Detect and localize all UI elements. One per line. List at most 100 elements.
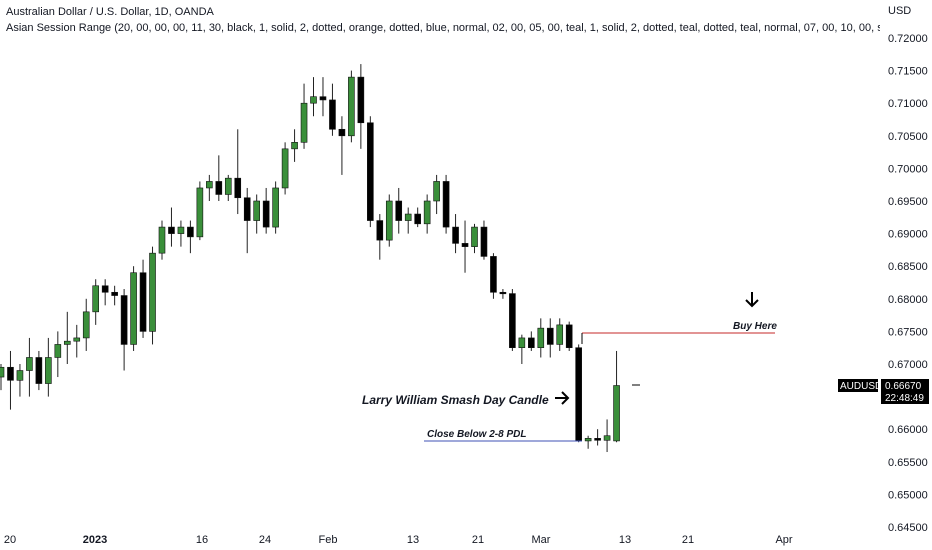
- price-tick-label: 0.65000: [888, 489, 928, 501]
- candle-down[interactable]: [462, 243, 468, 246]
- candle-up[interactable]: [301, 103, 307, 142]
- symbol-badge: AUDUSD: [840, 381, 882, 392]
- price-tick-label: 0.67000: [888, 359, 928, 371]
- candle-down[interactable]: [187, 227, 193, 237]
- candle-down[interactable]: [339, 129, 345, 136]
- down-arrow-icon: [746, 292, 758, 306]
- candle-down[interactable]: [320, 97, 326, 100]
- candle-up[interactable]: [434, 181, 440, 201]
- candle-down[interactable]: [377, 221, 383, 241]
- candle-up[interactable]: [45, 357, 51, 383]
- buy-here-label[interactable]: Buy Here: [733, 321, 777, 332]
- candle-up[interactable]: [604, 436, 610, 441]
- time-tick-label: 13: [407, 534, 419, 546]
- candle-up[interactable]: [614, 386, 620, 441]
- price-tick-label: 0.69500: [888, 196, 928, 208]
- candle-up[interactable]: [386, 201, 392, 240]
- time-tick-label: 2023: [83, 534, 107, 546]
- time-tick-label: 13: [619, 534, 631, 546]
- price-tick-label: 0.72000: [888, 33, 928, 45]
- price-tick-label: 0.69000: [888, 229, 928, 241]
- candle-down[interactable]: [36, 357, 42, 383]
- candle-up[interactable]: [17, 371, 23, 381]
- price-tick-label: 0.67500: [888, 326, 928, 338]
- candle-down[interactable]: [500, 292, 506, 294]
- candle-down[interactable]: [7, 367, 13, 380]
- candle-down[interactable]: [140, 273, 146, 332]
- candle-down[interactable]: [168, 227, 174, 234]
- price-tick-label: 0.71000: [888, 98, 928, 110]
- time-tick-label: 24: [259, 534, 271, 546]
- candle-down[interactable]: [263, 201, 269, 227]
- time-tick-label: Apr: [775, 534, 792, 546]
- candle-up[interactable]: [26, 357, 32, 370]
- last-price-value: 0.66670: [885, 381, 922, 392]
- candle-up[interactable]: [93, 286, 99, 312]
- candle-down[interactable]: [367, 123, 373, 221]
- candle-up[interactable]: [225, 178, 231, 194]
- candle-up[interactable]: [55, 344, 61, 357]
- candle-down[interactable]: [415, 214, 421, 224]
- candle-up[interactable]: [273, 188, 279, 227]
- candle-up[interactable]: [150, 253, 156, 331]
- candle-up[interactable]: [254, 201, 260, 221]
- candle-up[interactable]: [519, 338, 525, 348]
- candle-up[interactable]: [348, 77, 354, 136]
- candle-up[interactable]: [472, 227, 478, 247]
- close-below-label[interactable]: Close Below 2-8 PDL: [427, 429, 526, 440]
- candle-down[interactable]: [443, 181, 449, 227]
- bar-countdown: 22:48:49: [885, 393, 924, 404]
- candle-down[interactable]: [566, 325, 572, 348]
- candle-up[interactable]: [206, 181, 212, 188]
- candle-down[interactable]: [509, 294, 515, 348]
- price-axis-unit: USD: [888, 5, 911, 17]
- price-axis[interactable]: USD 0.720000.715000.710000.705000.700000…: [888, 5, 928, 534]
- candle-up[interactable]: [83, 312, 89, 338]
- candle-up[interactable]: [424, 201, 430, 224]
- candle-up[interactable]: [197, 188, 203, 237]
- price-tick-label: 0.65500: [888, 457, 928, 469]
- price-tick-label: 0.68500: [888, 261, 928, 273]
- candle-down[interactable]: [481, 227, 487, 256]
- time-axis[interactable]: 2020231624Feb1321Mar1321Apr: [4, 534, 793, 546]
- candle-up[interactable]: [292, 142, 298, 149]
- candle-up[interactable]: [405, 214, 411, 221]
- time-tick-label: 21: [682, 534, 694, 546]
- candle-up[interactable]: [178, 227, 184, 234]
- candle-down[interactable]: [490, 256, 496, 292]
- candle-down[interactable]: [396, 201, 402, 221]
- candle-down[interactable]: [244, 198, 250, 221]
- last-price-badge: AUDUSD 0.66670 22:48:49: [632, 379, 929, 404]
- smash-day-label[interactable]: Larry William Smash Day Candle: [362, 393, 549, 407]
- candle-up[interactable]: [557, 325, 563, 345]
- candle-up[interactable]: [131, 273, 137, 345]
- candle-up[interactable]: [74, 338, 80, 341]
- right-arrow-icon: [555, 392, 568, 404]
- price-tick-label: 0.66000: [888, 424, 928, 436]
- time-tick-label: Feb: [319, 534, 338, 546]
- candle-down[interactable]: [216, 181, 222, 194]
- price-tick-label: 0.71500: [888, 66, 928, 78]
- price-tick-label: 0.68000: [888, 294, 928, 306]
- candle-up[interactable]: [159, 227, 165, 253]
- candle-up[interactable]: [585, 438, 591, 441]
- candle-down[interactable]: [121, 296, 127, 345]
- candle-up[interactable]: [538, 328, 544, 348]
- candle-up[interactable]: [64, 341, 70, 344]
- candle-down[interactable]: [102, 286, 108, 293]
- candle-up[interactable]: [311, 97, 317, 104]
- candle-up[interactable]: [282, 149, 288, 188]
- price-tick-label: 0.70000: [888, 163, 928, 175]
- candle-down[interactable]: [576, 348, 582, 441]
- candle-down[interactable]: [453, 227, 459, 243]
- candle-down[interactable]: [112, 292, 118, 295]
- candle-up[interactable]: [0, 367, 4, 377]
- candle-down[interactable]: [329, 100, 335, 129]
- candle-down[interactable]: [235, 178, 241, 198]
- time-tick-label: 20: [4, 534, 16, 546]
- candle-down[interactable]: [547, 328, 553, 344]
- candle-down[interactable]: [595, 438, 601, 440]
- candle-down[interactable]: [528, 338, 534, 348]
- candle-down[interactable]: [358, 77, 364, 123]
